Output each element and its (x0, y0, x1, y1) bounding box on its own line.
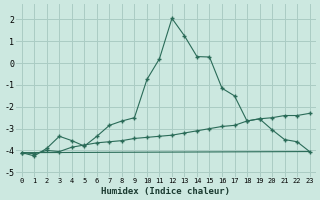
X-axis label: Humidex (Indice chaleur): Humidex (Indice chaleur) (101, 187, 230, 196)
